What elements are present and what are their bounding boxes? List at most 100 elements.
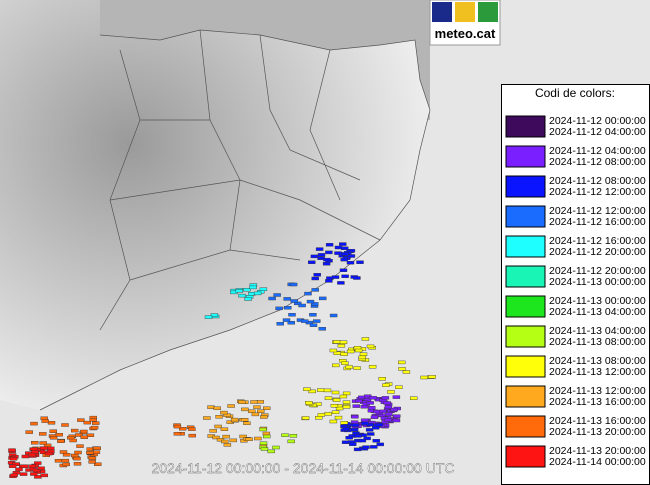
- lightning-strike: [238, 400, 246, 404]
- lightning-strike: [308, 389, 316, 394]
- lightning-strike: [240, 418, 249, 422]
- legend-to: 2024-11-12 16:00:00: [549, 216, 646, 228]
- lightning-strike: [10, 473, 18, 477]
- lightning-strike: [93, 462, 102, 466]
- lightning-strike: [28, 452, 36, 457]
- lightning-strike: [354, 434, 362, 438]
- lightning-strike: [86, 451, 94, 455]
- legend-to: 2024-11-14 00:00:00: [549, 456, 646, 468]
- lightning-strike: [243, 288, 251, 292]
- lightning-strike: [301, 416, 310, 420]
- lightning-strike: [173, 432, 182, 436]
- lightning-strike: [379, 409, 387, 414]
- legend-swatch: [505, 175, 546, 198]
- lightning-strike: [353, 366, 361, 370]
- lightning-strike: [342, 391, 351, 396]
- lightning-strike: [355, 399, 363, 403]
- lightning-strike: [229, 438, 238, 443]
- lightning-strike: [398, 367, 406, 371]
- lightning-strike: [362, 445, 370, 449]
- lightning-strike: [385, 412, 393, 416]
- lightning-strike: [298, 303, 306, 308]
- lightning-strike: [318, 327, 326, 331]
- legend-swatch: [505, 205, 546, 228]
- lightning-strike: [70, 453, 79, 458]
- lightning-strike: [34, 475, 42, 479]
- lightning-strike: [222, 434, 230, 439]
- lightning-strike: [92, 450, 101, 454]
- lightning-strike: [57, 439, 65, 443]
- lightning-strike: [289, 434, 298, 438]
- lightning-strike: [353, 447, 362, 452]
- lightning-strike: [339, 268, 348, 272]
- lightning-strike: [392, 395, 401, 399]
- legend: Codi de colors: 2024-11-12 00:00:002024-…: [501, 84, 650, 485]
- lightning-strike: [59, 450, 68, 454]
- lightning-strike: [93, 446, 101, 450]
- lightning-strike: [39, 432, 47, 436]
- lightning-strike: [366, 344, 375, 349]
- lightning-strike: [387, 390, 395, 394]
- legend-from: 2024-11-13 20:00:00: [549, 445, 646, 457]
- lightning-strike: [317, 388, 325, 392]
- lightning-strike: [402, 370, 411, 374]
- legend-from: 2024-11-13 08:00:00: [549, 355, 646, 367]
- lightning-strike: [31, 450, 39, 454]
- lightning-strike: [188, 433, 196, 438]
- lightning-strike: [8, 464, 17, 468]
- lightning-strike: [309, 313, 317, 317]
- lightning-strike: [363, 436, 371, 441]
- lightning-strike: [324, 412, 332, 416]
- lightning-strike: [207, 405, 215, 409]
- lightning-strike: [55, 433, 63, 437]
- lightning-strike: [290, 299, 298, 303]
- lightning-strike: [61, 423, 69, 427]
- lightning-strike: [370, 445, 378, 449]
- lightning-strike: [306, 299, 315, 304]
- lightning-strike: [315, 416, 323, 420]
- lightning-strike: [61, 458, 70, 463]
- legend-swatch: [505, 235, 546, 258]
- legend-to: 2024-11-13 08:00:00: [549, 336, 646, 348]
- lightning-strike: [287, 321, 295, 325]
- lightning-strike: [337, 281, 345, 285]
- lightning-strike: [260, 447, 269, 451]
- lightning-strike: [37, 466, 45, 470]
- legend-swatch: [505, 265, 546, 288]
- lightning-strike: [216, 438, 225, 442]
- lightning-strike: [352, 404, 360, 408]
- lightning-strike: [317, 413, 326, 417]
- lightning-strike: [393, 414, 401, 418]
- lightning-strike: [272, 445, 280, 450]
- lightning-strike: [220, 410, 228, 415]
- lightning-strike: [351, 423, 360, 427]
- lightning-strike: [77, 418, 85, 422]
- lightning-strike: [276, 322, 284, 326]
- lightning-strike: [313, 273, 321, 277]
- lightning-strike: [384, 418, 392, 422]
- lightning-strike: [62, 453, 71, 457]
- lightning-strike: [259, 441, 268, 445]
- lightning-strike: [88, 460, 96, 464]
- lightning-strike: [281, 433, 289, 437]
- lightning-strike: [340, 421, 348, 425]
- legend-to: 2024-11-12 04:00:00: [549, 126, 646, 138]
- legend-from: 2024-11-13 00:00:00: [549, 295, 646, 307]
- lightning-strike: [334, 251, 342, 255]
- lightning-strike: [317, 253, 326, 257]
- lightning-strike: [345, 436, 353, 440]
- lightning-strike: [347, 254, 356, 258]
- lightning-strike: [220, 427, 229, 431]
- lightning-strike: [90, 425, 99, 430]
- lightning-strike: [173, 424, 182, 429]
- lightning-strike: [333, 351, 341, 355]
- legend-swatch: [505, 115, 546, 138]
- lightning-strike: [74, 450, 82, 455]
- lightning-strike: [308, 260, 316, 264]
- lightning-strike: [238, 293, 246, 298]
- lightning-strike: [304, 291, 312, 296]
- lightning-strike: [235, 289, 243, 293]
- lightning-strike: [253, 405, 261, 409]
- lightning-strike: [323, 257, 331, 262]
- lightning-strike: [70, 428, 79, 433]
